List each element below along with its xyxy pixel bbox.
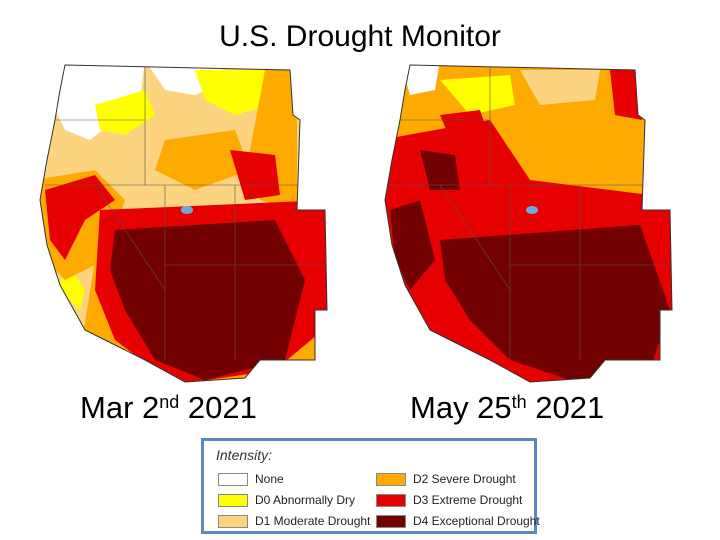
legend-title: Intensity:	[216, 447, 273, 463]
legend-item-d2: D2 Severe Drought	[376, 471, 516, 487]
date-label-may: May 25th 2021	[410, 390, 605, 425]
drought-map-may	[384, 64, 673, 383]
legend-swatch	[218, 472, 248, 486]
legend-item-d4: D4 Exceptional Drought	[376, 513, 540, 529]
date-label-march: Mar 2nd 2021	[80, 390, 257, 425]
legend-item-d1: D1 Moderate Drought	[218, 513, 370, 529]
legend-swatch	[376, 493, 406, 507]
legend-item-d3: D3 Extreme Drought	[376, 492, 522, 508]
legend-item-none: None	[218, 471, 284, 487]
legend-item-d0: D0 Abnormally Dry	[218, 492, 355, 508]
legend-swatch	[218, 514, 248, 528]
legend-swatch	[376, 472, 406, 486]
intensity-legend: Intensity: None D0 Abnormally Dry D1 Mod…	[201, 438, 540, 534]
legend-swatch	[376, 514, 406, 528]
legend-swatch	[218, 493, 248, 507]
drought-map-march	[39, 64, 328, 383]
page-title: U.S. Drought Monitor	[219, 20, 501, 53]
